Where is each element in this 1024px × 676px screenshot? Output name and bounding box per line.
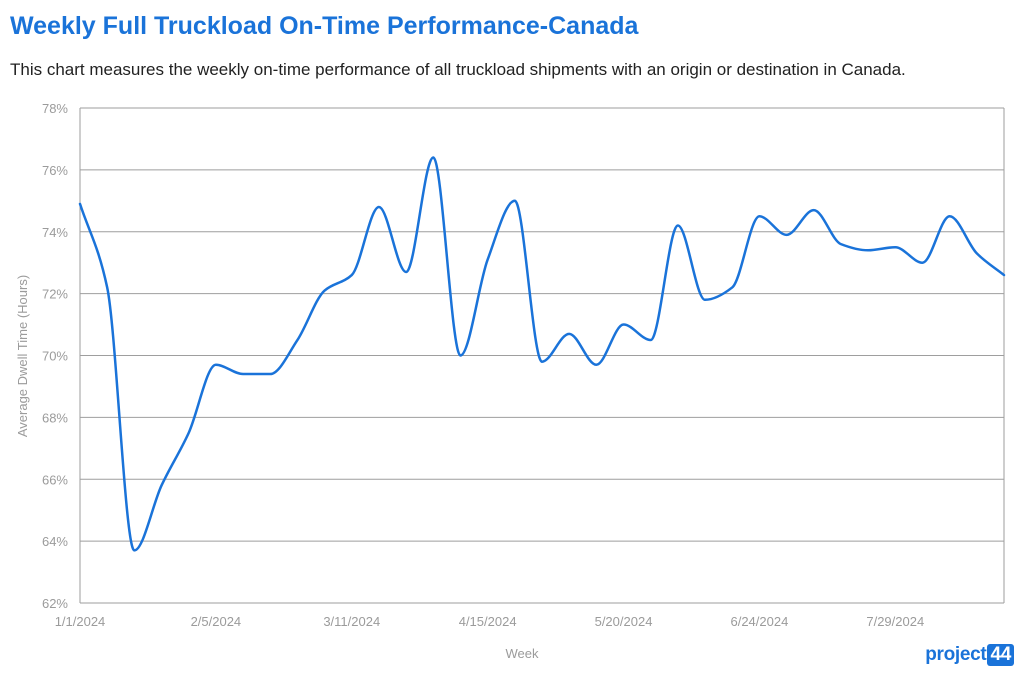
data-point-11 — [376, 204, 382, 210]
data-point-20 — [621, 322, 627, 328]
y-tick-label-76: 76% — [42, 163, 68, 178]
data-point-9 — [322, 288, 328, 294]
data-point-29 — [865, 247, 871, 253]
y-axis-ticks: 62% 64% 66% 68% 70% 72% 74% 76% 78% — [42, 101, 68, 611]
series-layer — [77, 155, 1007, 553]
data-point-6 — [240, 371, 246, 377]
data-point-32 — [947, 213, 953, 219]
data-point-28 — [838, 241, 844, 247]
logo-text: project — [925, 644, 987, 665]
data-point-23 — [702, 297, 708, 303]
data-point-33 — [974, 250, 980, 256]
project44-logo: project 44 — [925, 644, 1014, 666]
data-point-22 — [675, 223, 681, 229]
y-tick-label-66: 66% — [42, 472, 68, 487]
data-point-8 — [294, 337, 300, 343]
x-tick-label-0: 1/1/2024 — [55, 614, 106, 629]
x-tick-label-3: 4/15/2024 — [459, 614, 517, 629]
data-point-15 — [485, 257, 491, 263]
data-point-3 — [159, 482, 165, 488]
data-point-34 — [1001, 272, 1007, 278]
data-point-16 — [512, 198, 518, 204]
data-point-10 — [349, 272, 355, 278]
y-tick-label-72: 72% — [42, 287, 68, 302]
data-point-24 — [729, 284, 735, 290]
y-tick-label-64: 64% — [42, 534, 68, 549]
data-point-7 — [267, 371, 273, 377]
chart-title: Weekly Full Truckload On-Time Performanc… — [10, 12, 639, 40]
y-tick-label-74: 74% — [42, 225, 68, 240]
y-tick-label-68: 68% — [42, 410, 68, 425]
data-point-0 — [77, 201, 83, 207]
data-point-12 — [403, 269, 409, 275]
y-tick-label-78: 78% — [42, 101, 68, 116]
data-point-13 — [430, 155, 436, 161]
data-point-5 — [213, 362, 219, 368]
x-axis-ticks: 1/1/2024 2/5/2024 3/11/2024 4/15/2024 5/20/2… — [55, 614, 925, 629]
x-tick-label-2: 3/11/2024 — [323, 614, 380, 629]
y-tick-label-70: 70% — [42, 349, 68, 364]
data-point-18 — [566, 331, 572, 337]
data-point-1 — [104, 284, 110, 290]
y-axis-title: Average Dwell Time (Hours) — [15, 275, 30, 437]
grid-lines — [79, 107, 1005, 604]
data-point-21 — [648, 337, 654, 343]
x-tick-label-6: 7/29/2024 — [866, 614, 924, 629]
chart-subtitle: This chart measures the weekly on-time p… — [10, 60, 906, 79]
x-tick-label-1: 2/5/2024 — [191, 614, 242, 629]
data-point-4 — [186, 430, 192, 436]
data-point-26 — [784, 232, 790, 238]
data-point-19 — [593, 362, 599, 368]
logo-number: 44 — [987, 644, 1014, 666]
series-line — [78, 156, 1006, 552]
data-point-14 — [457, 353, 463, 359]
y-tick-label-62: 62% — [42, 596, 68, 611]
data-point-2 — [131, 547, 137, 553]
data-point-27 — [811, 207, 817, 213]
data-point-17 — [539, 359, 545, 365]
x-axis-title: Week — [506, 646, 539, 661]
x-tick-label-4: 5/20/2024 — [595, 614, 653, 629]
data-point-30 — [892, 244, 898, 250]
data-point-25 — [756, 213, 762, 219]
data-point-31 — [919, 260, 925, 266]
x-tick-label-5: 6/24/2024 — [730, 614, 788, 629]
